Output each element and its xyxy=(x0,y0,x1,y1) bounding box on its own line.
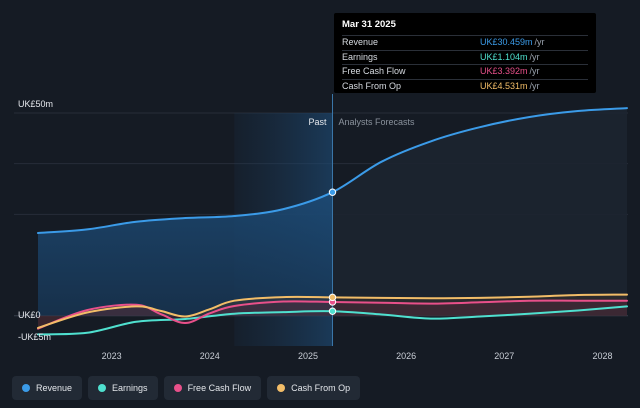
tooltip-date: Mar 31 2025 xyxy=(342,19,396,30)
legend-item-free-cash-flow[interactable]: Free Cash Flow xyxy=(163,376,262,400)
x-tick-label: 2027 xyxy=(494,351,514,361)
x-tick-label: 2025 xyxy=(298,351,318,361)
tooltip-label: Earnings xyxy=(342,51,378,62)
y-axis-labels: UK£50m UK£0 -UK£5m xyxy=(18,99,53,342)
tooltip-label: Cash From Op xyxy=(342,80,402,91)
tooltip: Mar 31 2025 Revenue UK£30.459m /yr Earni… xyxy=(334,13,596,93)
legend: Revenue Earnings Free Cash Flow Cash Fro… xyxy=(12,376,361,400)
marker-earnings xyxy=(328,307,337,315)
legend-label: Revenue xyxy=(36,383,73,393)
tooltip-unit: /yr xyxy=(529,80,540,91)
tooltip-unit: /yr xyxy=(534,37,545,47)
legend-dot-icon xyxy=(277,384,286,392)
x-tick-label: 2028 xyxy=(592,351,612,361)
legend-dot-icon xyxy=(173,384,182,392)
revenue-forecast-area xyxy=(332,108,627,316)
revenue-past-area xyxy=(38,192,333,316)
tooltip-label: Revenue xyxy=(342,37,379,47)
legend-dot-icon xyxy=(22,384,30,392)
tooltip-row-revenue: Revenue UK£30.459m /yr xyxy=(342,35,588,50)
legend-item-earnings[interactable]: Earnings xyxy=(88,376,158,400)
forecast-label: Analysts Forecasts xyxy=(339,117,416,127)
past-label: Past xyxy=(308,117,327,127)
legend-dot-icon xyxy=(98,384,107,392)
y-tick-label: UK£0 xyxy=(18,310,41,320)
y-tick-label: UK£50m xyxy=(18,99,53,109)
x-tick-label: 2026 xyxy=(396,351,416,361)
legend-item-revenue[interactable]: Revenue xyxy=(12,376,83,400)
tooltip-value: UK£4.531m xyxy=(480,80,528,91)
legend-label: Earnings xyxy=(112,383,148,393)
legend-label: Cash From Op xyxy=(291,383,351,393)
tooltip-unit: /yr xyxy=(529,66,540,76)
x-tick-label: 2024 xyxy=(200,351,220,361)
hover-markers xyxy=(328,188,337,315)
tooltip-row-cash-from-op: Cash From Op UK£4.531m /yr xyxy=(342,78,588,94)
x-tick-label: 2023 xyxy=(102,351,122,361)
tooltip-value: UK£30.459m xyxy=(480,37,533,47)
y-tick-label: -UK£5m xyxy=(18,332,51,342)
legend-label: Free Cash Flow xyxy=(187,383,252,393)
tooltip-row-free-cash-flow: Free Cash Flow UK£3.392m /yr xyxy=(342,64,588,79)
x-axis-labels: 2023 2024 2025 2026 2027 2028 xyxy=(102,351,613,361)
marker-cash-from-op xyxy=(328,293,337,302)
series-line-cash-from-op xyxy=(37,293,628,329)
tooltip-row-earnings: Earnings UK£1.104m /yr xyxy=(342,49,588,65)
tooltip-value: UK£3.392m xyxy=(480,66,528,76)
marker-revenue xyxy=(328,188,337,196)
legend-item-cash-from-op[interactable]: Cash From Op xyxy=(267,376,361,400)
tooltip-value: UK£1.104m xyxy=(480,51,528,62)
tooltip-unit: /yr xyxy=(529,51,540,62)
tooltip-label: Free Cash Flow xyxy=(342,66,406,76)
